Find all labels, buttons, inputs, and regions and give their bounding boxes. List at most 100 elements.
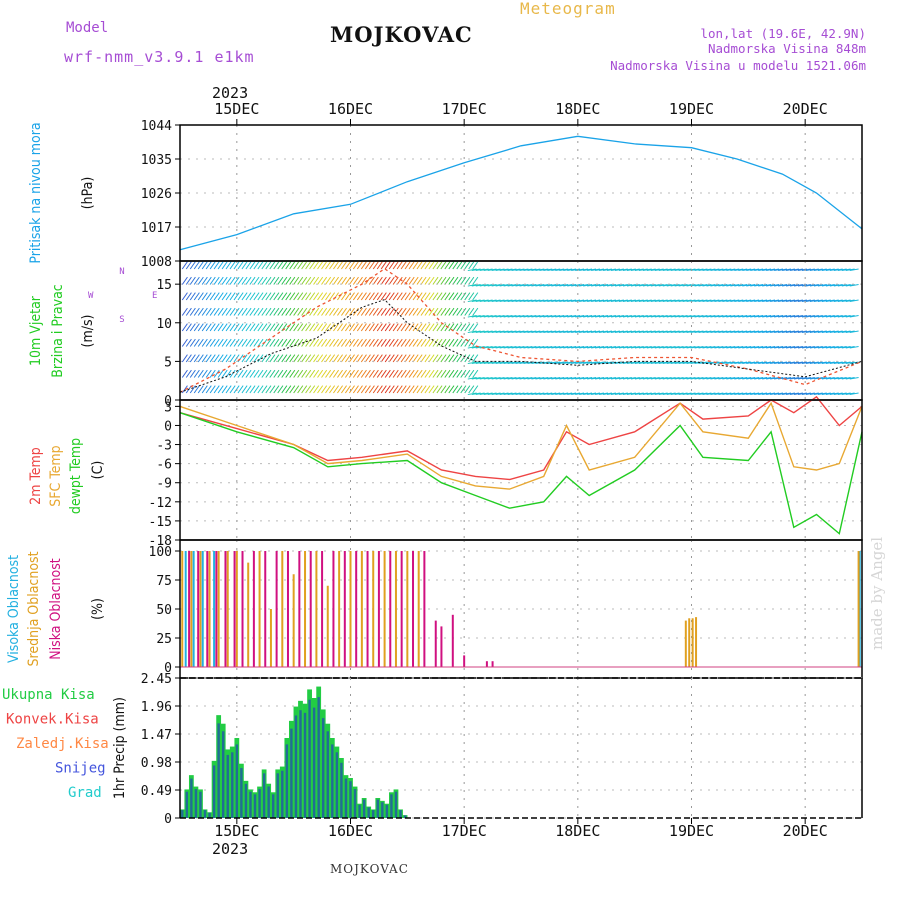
wind-barb-712 <box>487 284 497 287</box>
wind-barb-992 <box>610 299 620 303</box>
wind-barb-111 <box>229 307 236 316</box>
wind-barb-1276 <box>734 377 744 380</box>
wind-barb-180 <box>261 261 268 270</box>
wind-barb-1016 <box>618 392 628 396</box>
wind-barb-578 <box>436 292 443 301</box>
wind-barb-753 <box>503 361 513 365</box>
wind-barb-1249 <box>722 377 732 380</box>
wind-barb-691 <box>475 377 485 380</box>
wind-barb-949 <box>591 330 601 334</box>
wind-barb-204 <box>269 354 276 363</box>
wind-barb-499 <box>400 323 407 332</box>
wind-barb-201 <box>269 307 276 316</box>
wind-barb-846 <box>547 268 557 272</box>
wind-barb-1449 <box>813 268 823 272</box>
wind-barb-776 <box>515 299 525 303</box>
wind-barb-829 <box>539 284 549 287</box>
wind-barb-1396 <box>789 284 800 287</box>
wind-barb-670 <box>467 330 477 334</box>
precip-bar-snow-40 <box>362 799 366 818</box>
wind-barb-1384 <box>782 377 792 380</box>
wind-barb-1383 <box>782 361 792 365</box>
wind-barb-1100 <box>658 299 668 303</box>
precip-bar-snow-10 <box>226 754 229 818</box>
wind-barb-438 <box>372 354 379 363</box>
wind-barb-700 <box>479 377 489 380</box>
wind-barb-600 <box>444 354 451 363</box>
wind-barb-389 <box>352 292 359 301</box>
wind-barb-584 <box>436 385 443 394</box>
wind-barb-1090 <box>654 284 664 287</box>
wind-barb-12 <box>185 307 192 316</box>
wind-barb-1197 <box>702 268 712 272</box>
wind-barb-1458 <box>817 268 827 272</box>
wind-barb-517 <box>408 323 415 332</box>
wind-barb-215 <box>273 385 280 394</box>
wind-barb-568 <box>432 276 439 285</box>
wind-barb-419 <box>364 338 371 347</box>
wind-barb-452 <box>380 292 387 301</box>
wind-barb-898 <box>567 377 577 380</box>
wind-barb-983 <box>606 299 616 303</box>
wind-barb-1307 <box>750 299 760 303</box>
wind-barb-508 <box>404 323 411 332</box>
cloud-ylabel-low: Niska Oblacnost <box>48 558 64 660</box>
wind-barb-300 <box>313 307 320 316</box>
wind-barb-34 <box>193 369 200 378</box>
pressure-ylabel: Pritisak na nivou mora <box>28 122 44 263</box>
wind-barb-1406 <box>793 299 803 303</box>
wind-barb-1495 <box>833 284 843 287</box>
wind-barb-1476 <box>825 268 835 272</box>
wind-barb-1028 <box>626 299 636 303</box>
wind-barb-1152 <box>682 268 692 272</box>
wind-barb-432 <box>372 261 379 270</box>
wind-barb-765 <box>511 268 521 272</box>
wind-barb-1489 <box>829 330 839 334</box>
wind-barb-259 <box>293 369 300 378</box>
model-label: Model <box>66 20 109 36</box>
wind-barb-1428 <box>801 361 811 365</box>
wind-barb-412 <box>360 369 367 378</box>
wind-barb-234 <box>285 261 292 270</box>
wind-barb-1210 <box>706 330 716 334</box>
wind-barb-1420 <box>797 377 807 380</box>
wind-barb-324 <box>325 261 332 270</box>
wind-barb-1044 <box>634 268 644 272</box>
wind-barb-617 <box>452 338 459 347</box>
wind-barb-1079 <box>646 392 656 396</box>
wind-barb-195 <box>265 354 272 363</box>
wind-barb-1391 <box>785 346 796 349</box>
wind-barb-240 <box>285 354 292 363</box>
precip-bar-snow-44 <box>381 802 384 818</box>
wind-barb-965 <box>599 299 609 303</box>
precip-bar-snow-8 <box>217 723 220 818</box>
wind-barb-313 <box>317 369 324 378</box>
wind-barb-1472 <box>821 346 831 349</box>
wind-barb-370 <box>344 276 351 285</box>
top-date-label-0: 15DEC <box>214 100 259 118</box>
wind-barb-357 <box>337 354 344 363</box>
wind-barb-1309 <box>750 330 760 334</box>
wind-barb-1372 <box>778 330 788 334</box>
wind-barb-761 <box>507 346 517 349</box>
wind-barb-1255 <box>726 330 736 334</box>
wind-barb-343 <box>333 276 340 285</box>
wind-barb-699 <box>479 361 489 365</box>
wind-barb-692 <box>475 392 485 396</box>
wind-barb-1392 <box>785 361 796 365</box>
wind-barb-605 <box>448 292 455 301</box>
wind-barb-919 <box>579 284 589 287</box>
wind-barb-1275 <box>734 361 744 365</box>
wind-barb-1335 <box>762 315 772 318</box>
wind-barb-701 <box>479 392 489 396</box>
wind-barb-1017 <box>622 268 632 272</box>
wind-barb-831 <box>539 315 549 318</box>
wind-barb-1289 <box>742 299 752 303</box>
wind-barb-804 <box>527 315 537 318</box>
wind-barb-495 <box>400 261 407 270</box>
wind-barb-198 <box>269 261 276 270</box>
precip-bar-snow-39 <box>358 804 361 818</box>
wind-barb-1506 <box>837 315 847 318</box>
wind-barb-733 <box>495 330 505 334</box>
wind-barb-1145 <box>678 299 688 303</box>
